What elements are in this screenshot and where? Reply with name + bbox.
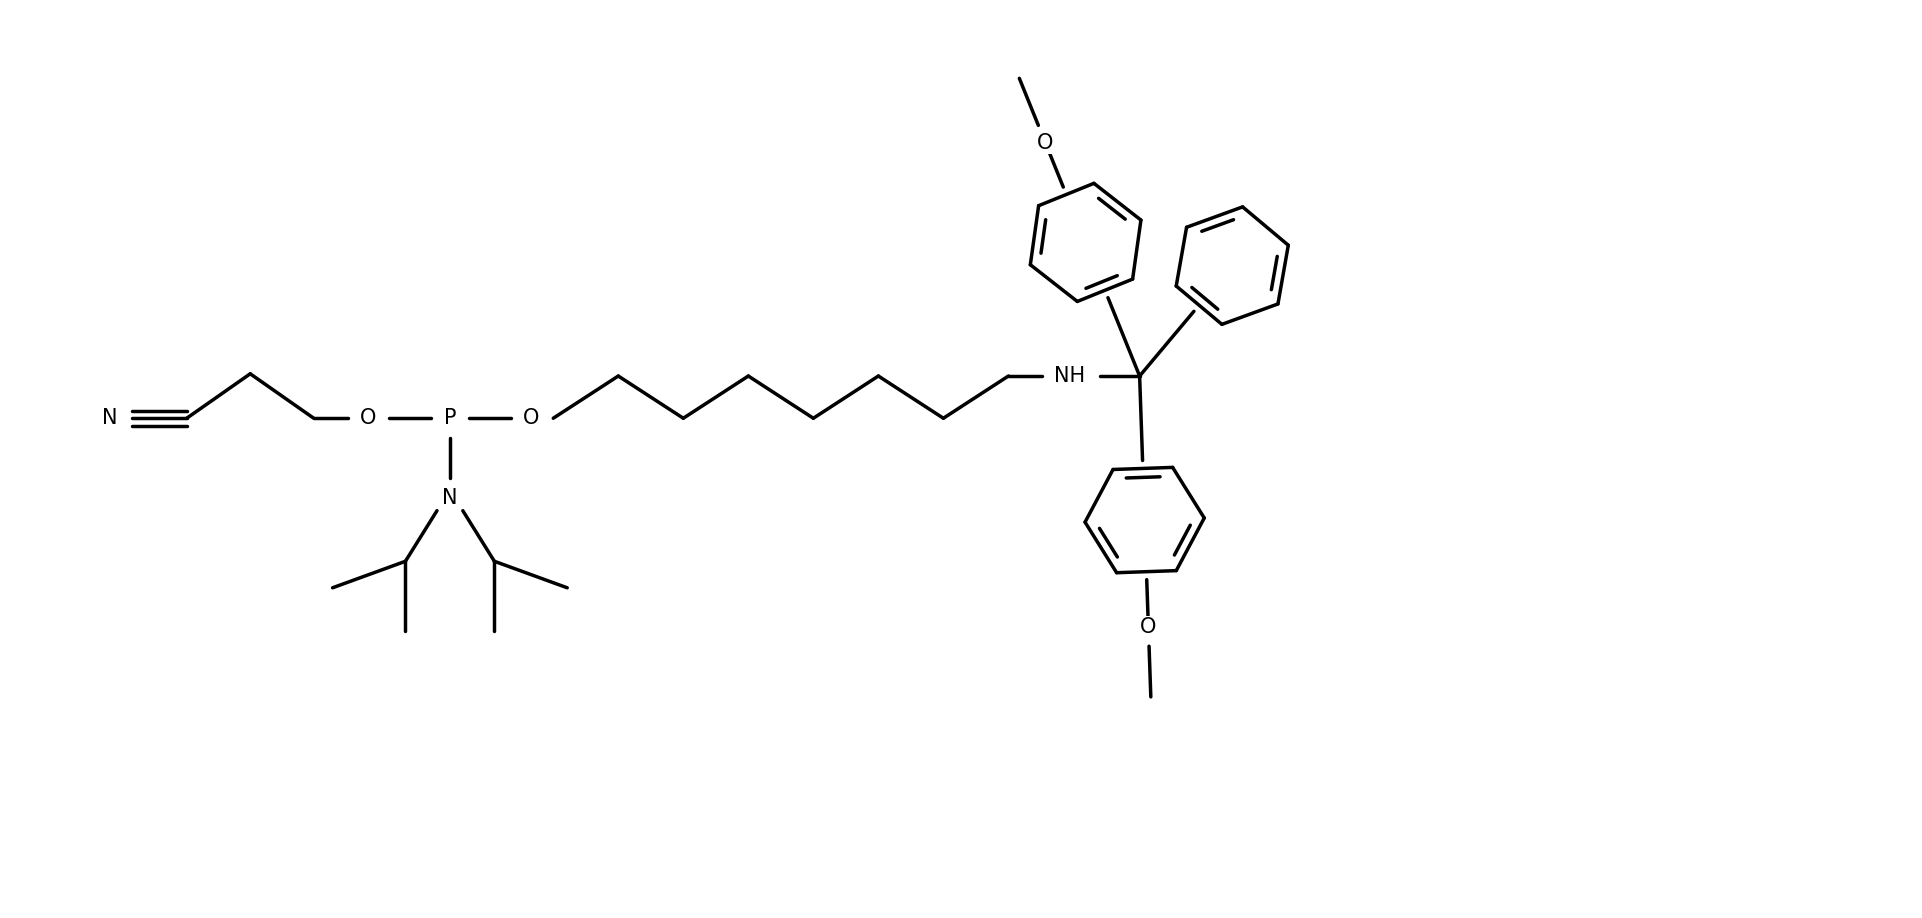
Text: N: N — [102, 409, 117, 429]
Text: O: O — [359, 409, 377, 429]
Text: N: N — [442, 487, 457, 508]
Text: O: O — [1038, 133, 1053, 153]
Text: O: O — [1140, 617, 1157, 637]
Text: O: O — [523, 409, 540, 429]
Text: P: P — [444, 409, 456, 429]
Text: NH: NH — [1055, 366, 1086, 386]
